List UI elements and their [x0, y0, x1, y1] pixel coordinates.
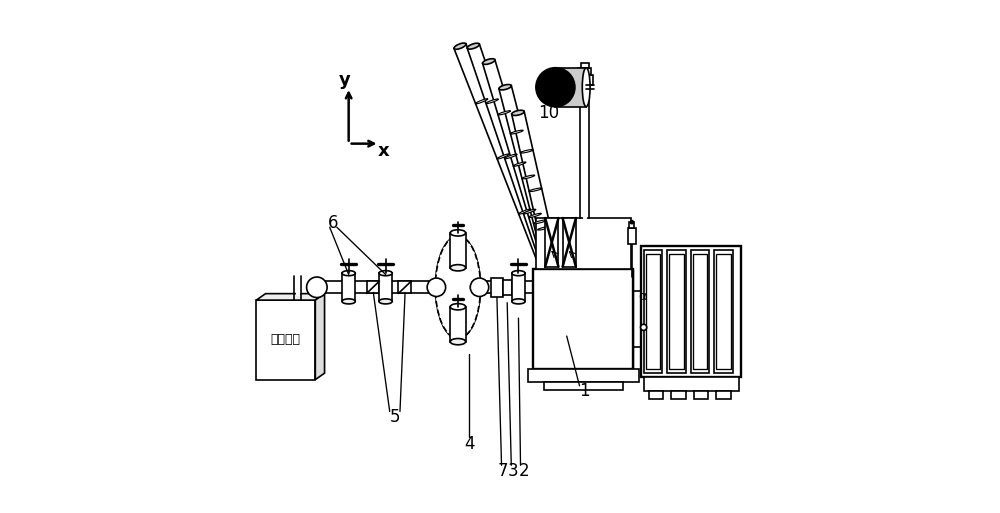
Bar	[528, 369, 639, 382]
Bar	[694, 391, 708, 399]
Ellipse shape	[342, 299, 355, 304]
Ellipse shape	[520, 150, 533, 153]
Bar	[342, 273, 355, 302]
Ellipse shape	[450, 265, 466, 271]
Bar	[641, 246, 741, 377]
Ellipse shape	[454, 43, 466, 49]
Ellipse shape	[513, 162, 526, 166]
Polygon shape	[454, 44, 552, 269]
Bar	[714, 250, 733, 373]
Text: 7: 7	[498, 462, 508, 480]
Ellipse shape	[450, 230, 466, 236]
Bar	[563, 218, 576, 267]
Circle shape	[307, 277, 327, 298]
Bar	[450, 307, 466, 342]
Ellipse shape	[435, 236, 481, 339]
Text: 2: 2	[518, 462, 529, 480]
Bar	[545, 218, 558, 267]
Polygon shape	[499, 86, 558, 268]
Ellipse shape	[450, 339, 466, 345]
Text: 4: 4	[464, 435, 474, 453]
Ellipse shape	[483, 58, 495, 65]
Circle shape	[536, 68, 575, 107]
Circle shape	[470, 278, 489, 297]
Ellipse shape	[475, 98, 488, 104]
Ellipse shape	[379, 271, 392, 275]
Circle shape	[427, 278, 446, 297]
Bar	[555, 68, 586, 107]
Text: 6: 6	[328, 214, 339, 232]
Ellipse shape	[512, 271, 525, 275]
Text: 3: 3	[508, 462, 519, 480]
Bar	[398, 281, 411, 293]
Circle shape	[641, 324, 647, 330]
Ellipse shape	[379, 299, 392, 304]
Bar	[379, 273, 392, 302]
Bar	[667, 250, 686, 373]
Ellipse shape	[529, 188, 542, 191]
Text: y: y	[339, 70, 350, 89]
Bar	[669, 254, 684, 369]
Bar	[716, 254, 731, 369]
Ellipse shape	[582, 68, 590, 107]
Bar	[644, 250, 662, 373]
Polygon shape	[315, 293, 325, 380]
Bar	[367, 281, 379, 293]
Bar	[536, 218, 631, 269]
Ellipse shape	[510, 130, 523, 134]
Ellipse shape	[512, 299, 525, 304]
Bar	[503, 280, 512, 295]
Bar	[691, 250, 709, 373]
Ellipse shape	[467, 43, 479, 49]
Text: 事故油池: 事故油池	[271, 333, 301, 346]
Bar	[450, 233, 466, 268]
Ellipse shape	[512, 110, 524, 115]
Polygon shape	[256, 293, 325, 300]
Bar	[576, 75, 593, 85]
Polygon shape	[483, 60, 556, 269]
Bar	[256, 300, 315, 380]
Ellipse shape	[518, 209, 531, 214]
Bar	[671, 391, 686, 399]
Bar	[693, 254, 707, 369]
Ellipse shape	[522, 175, 535, 179]
Text: 10: 10	[538, 104, 559, 122]
Polygon shape	[467, 44, 554, 269]
Text: 5: 5	[390, 407, 400, 426]
Ellipse shape	[486, 99, 498, 104]
Bar	[628, 228, 636, 244]
Ellipse shape	[342, 271, 355, 275]
Ellipse shape	[450, 304, 466, 310]
Text: x: x	[378, 142, 389, 161]
Bar	[646, 254, 660, 369]
Bar	[533, 269, 633, 369]
Bar	[544, 382, 623, 390]
Ellipse shape	[504, 154, 517, 159]
Bar	[578, 68, 591, 75]
Text: 1: 1	[579, 382, 589, 400]
Ellipse shape	[538, 227, 551, 230]
Text: α: α	[639, 289, 647, 303]
Ellipse shape	[498, 111, 511, 115]
Bar	[649, 391, 663, 399]
Ellipse shape	[528, 213, 541, 218]
Ellipse shape	[497, 154, 509, 159]
Ellipse shape	[499, 85, 511, 90]
Ellipse shape	[523, 209, 536, 214]
Circle shape	[630, 221, 633, 224]
Bar	[581, 63, 589, 68]
Bar	[491, 278, 503, 297]
Polygon shape	[512, 111, 559, 268]
Bar	[629, 222, 634, 228]
Bar	[512, 273, 525, 302]
Bar	[644, 377, 739, 391]
Bar	[716, 391, 731, 399]
Ellipse shape	[435, 236, 481, 339]
Ellipse shape	[533, 220, 546, 224]
